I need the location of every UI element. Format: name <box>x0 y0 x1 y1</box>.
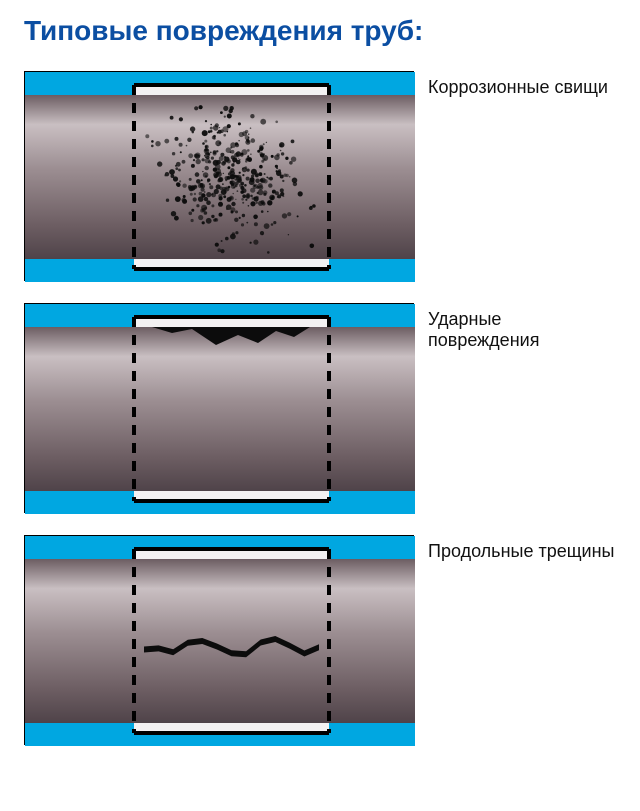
damage-panel-crack: Продольные трещины <box>24 535 616 745</box>
damage-panel-corrosion: Коррозионные свищи <box>24 71 616 281</box>
damage-panel-impact: Ударные повреждения <box>24 303 616 513</box>
pipe-diagram-impact <box>24 303 414 513</box>
panels-container: Коррозионные свищи Ударные повреждения Про… <box>24 71 616 745</box>
panel-label-corrosion: Коррозионные свищи <box>414 71 616 98</box>
pipe-diagram-crack <box>24 535 414 745</box>
page-title: Типовые повреждения труб: <box>24 16 616 47</box>
panel-label-crack: Продольные трещины <box>414 535 616 562</box>
panel-label-impact: Ударные повреждения <box>414 303 616 351</box>
pipe-diagram-corrosion <box>24 71 414 281</box>
